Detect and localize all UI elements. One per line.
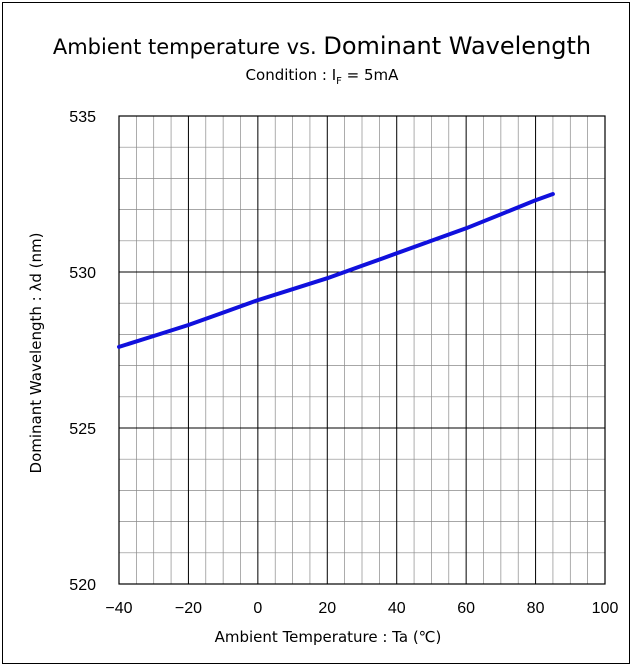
y-tick-label: 520 [69, 577, 96, 594]
y-tick-label: 525 [69, 421, 96, 438]
x-axis-label: Ambient Temperature : Ta (℃) [215, 628, 442, 646]
chart-subtitle-sub: F [336, 76, 342, 87]
chart-subtitle-prefix: Condition : I [246, 66, 337, 84]
chart-subtitle-suffix: = 5mA [342, 66, 399, 84]
plot-lines [117, 192, 555, 349]
x-tick-label: 20 [318, 600, 336, 617]
y-axis-label: Dominant Wavelength : λd (nm) [27, 233, 45, 474]
grid [118, 115, 606, 585]
x-tick-label: 40 [388, 600, 406, 617]
y-tick-label: 530 [69, 265, 96, 282]
x-tick-label: 60 [457, 600, 475, 617]
x-tick-label: −40 [105, 600, 132, 617]
x-tick-labels: −40 −20 0 20 40 60 80 100 [105, 600, 618, 617]
plot-border [118, 115, 606, 585]
chart-title: Ambient temperature vs. Dominant Wavelen… [53, 32, 591, 60]
x-tick-label: 80 [527, 600, 545, 617]
y-tick-labels: 520 525 530 535 [69, 109, 96, 594]
x-tick-label: 100 [592, 600, 619, 617]
x-tick-label: −20 [175, 600, 202, 617]
x-tick-label: 0 [253, 600, 262, 617]
series-line-1 [117, 192, 555, 349]
chart-subtitle: Condition : IF = 5mA [246, 66, 400, 87]
chart-title-part1: Ambient temperature vs. [53, 35, 324, 59]
y-tick-label: 535 [69, 109, 96, 126]
chart-title-part2: Dominant Wavelength [323, 32, 591, 60]
